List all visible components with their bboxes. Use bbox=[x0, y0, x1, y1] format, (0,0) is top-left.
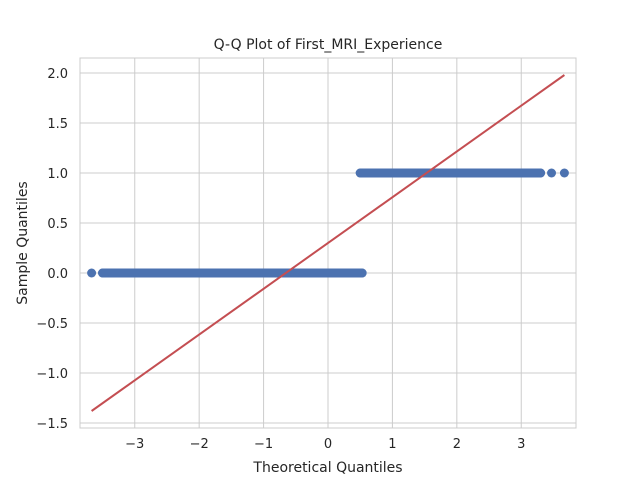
data-point bbox=[87, 268, 97, 278]
x-tick-label: −2 bbox=[190, 437, 209, 452]
y-tick-label: 1.5 bbox=[47, 117, 68, 132]
x-tick-label: 1 bbox=[388, 437, 396, 452]
data-point bbox=[107, 268, 117, 278]
x-tick-label: 2 bbox=[453, 437, 461, 452]
y-tick-label: −0.5 bbox=[36, 317, 68, 332]
x-tick-label: −1 bbox=[254, 437, 273, 452]
y-tick-label: −1.5 bbox=[36, 417, 68, 432]
x-axis-label: Theoretical Quantiles bbox=[252, 460, 402, 476]
y-tick-label: −1.0 bbox=[36, 367, 68, 382]
y-tick-label: 2.0 bbox=[47, 67, 68, 82]
x-axis-ticks: −3 −2 −1 0 1 2 3 bbox=[125, 437, 525, 452]
data-point bbox=[355, 168, 365, 178]
y-tick-label: 1.0 bbox=[47, 167, 68, 182]
data-point bbox=[559, 168, 569, 178]
data-point bbox=[547, 168, 557, 178]
data-point bbox=[357, 268, 367, 278]
y-tick-label: 0.0 bbox=[47, 267, 68, 282]
data-point-band bbox=[355, 168, 546, 178]
y-axis-ticks: −1.5 −1.0 −0.5 0.0 0.5 1.0 1.5 2.0 bbox=[36, 67, 68, 432]
data-marks bbox=[87, 74, 569, 412]
x-tick-label: −3 bbox=[125, 437, 144, 452]
chart-title: Q-Q Plot of First_MRI_Experience bbox=[214, 37, 443, 53]
x-tick-label: 3 bbox=[517, 437, 525, 452]
plot-area-frame bbox=[79, 57, 577, 429]
y-tick-label: 0.5 bbox=[47, 217, 68, 232]
data-point bbox=[536, 168, 546, 178]
reference-line bbox=[91, 74, 565, 412]
data-point bbox=[99, 268, 109, 278]
x-tick-label: 0 bbox=[324, 437, 332, 452]
data-point-band bbox=[98, 268, 367, 278]
y-axis-label: Sample Quantiles bbox=[15, 181, 31, 304]
